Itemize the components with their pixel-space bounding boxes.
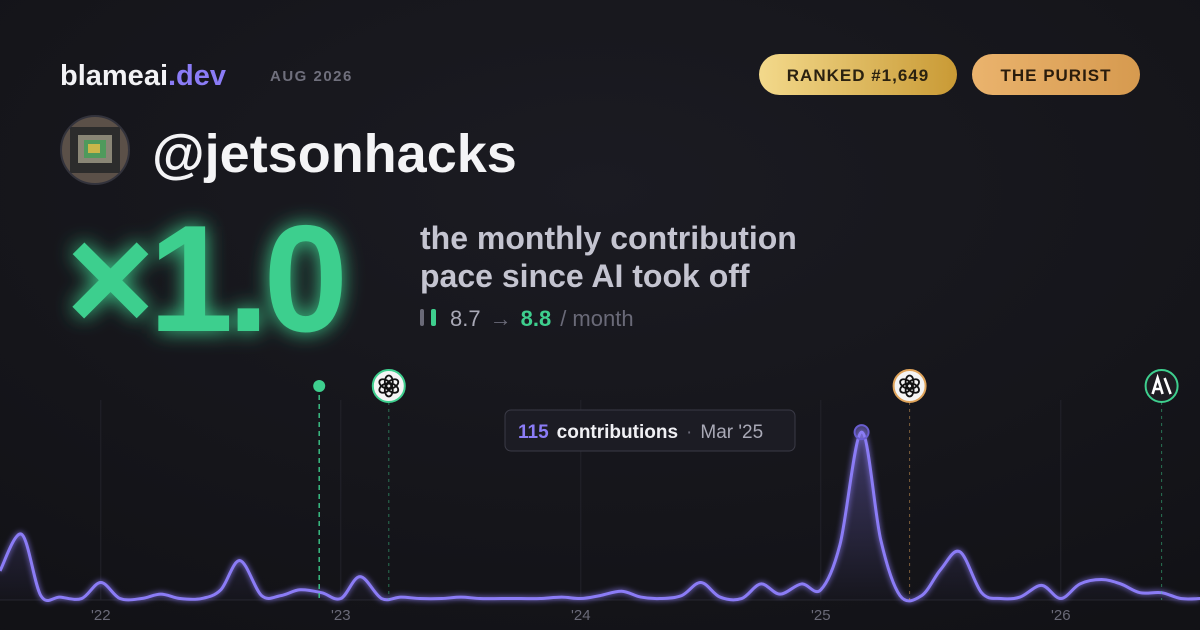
x-tick-label: '23 — [331, 607, 351, 624]
x-tick-label: '22 — [91, 607, 111, 624]
after-value: 8.8 — [521, 306, 552, 331]
rank-badge — [759, 54, 957, 95]
title-badge — [972, 54, 1140, 95]
anthropic-mark — [1151, 373, 1172, 395]
line — [0, 430, 1200, 603]
x-tick-label: '24 — [571, 607, 591, 624]
caption-line: the monthly contribution — [420, 220, 797, 256]
peak-marker — [853, 424, 870, 441]
event-icon — [892, 369, 927, 403]
brand-name: blameai — [60, 60, 168, 92]
tooltip-date: Mar '25 — [700, 422, 763, 443]
openai-petal — [899, 378, 914, 390]
brand-suffix: .dev — [168, 60, 226, 92]
event-dot — [313, 380, 326, 392]
caption-line: pace since AI took off — [420, 258, 750, 294]
arrow: → — [490, 306, 512, 331]
tooltip-unit: contributions — [557, 422, 678, 443]
x-tick-label: '25 — [811, 607, 831, 624]
x-tick-label: '26 — [1051, 607, 1071, 624]
title-text: THE PURIST — [1000, 66, 1111, 85]
multiplier: ×1.0 — [66, 194, 343, 364]
unit: / month — [560, 306, 633, 331]
avatar-ring — [60, 115, 130, 185]
tooltip-separator: · — [686, 422, 692, 443]
tooltip-value: 115 — [518, 422, 549, 443]
tooltip — [504, 409, 796, 452]
handle: @jetsonhacks — [152, 124, 517, 184]
rank-text: RANKED #1,649 — [787, 66, 929, 85]
brand: blameai.dev — [60, 60, 226, 92]
after-icon — [431, 309, 436, 326]
chart: '22 '23 '24 '25 '26 115 contributions · Mar '25 — [0, 369, 1200, 624]
avatar — [61, 116, 129, 184]
date: AUG 2026 — [270, 68, 353, 85]
pace-stats: 8.7 → 8.8 / month — [450, 306, 634, 331]
event-icon — [371, 369, 406, 403]
before-icon — [420, 309, 424, 326]
tooltip-text: 115 contributions · Mar '25 — [518, 422, 763, 443]
event-icon — [1144, 369, 1179, 403]
openai-petal — [378, 378, 393, 390]
before-value: 8.7 — [450, 306, 481, 331]
